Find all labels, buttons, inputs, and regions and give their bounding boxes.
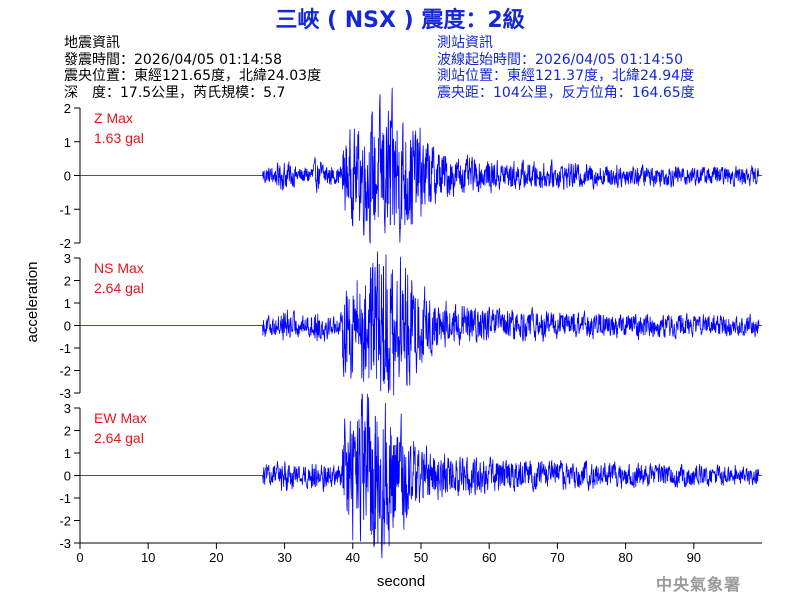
- max-label-ew: EW Max: [94, 410, 147, 426]
- waveform-ew: [80, 393, 762, 559]
- y-tick-label: 2: [64, 424, 71, 439]
- x-axis-label: second: [377, 573, 425, 590]
- origin-time: 發震時間：2026/04/05 01:14:58: [64, 51, 283, 68]
- x-tick-label: 70: [550, 550, 564, 565]
- y-tick-label: 0: [64, 319, 71, 334]
- waveform-ns: [80, 251, 762, 396]
- chart-title: 三峽 ( NSX ) 震度：2級: [275, 8, 525, 33]
- waveform-z: [80, 87, 762, 244]
- y-tick-label: 1: [64, 135, 71, 150]
- x-tick-label: 90: [687, 550, 701, 565]
- quake-info: 地震資訊 發震時間：2026/04/05 01:14:58 震央位置：東經121…: [64, 35, 321, 101]
- y-tick-label: -2: [59, 514, 71, 529]
- x-tick-label: 40: [346, 550, 360, 565]
- y-tick-label: 2: [64, 274, 71, 289]
- y-tick-label: 3: [64, 251, 71, 266]
- y-axis-label: acceleration: [24, 262, 41, 343]
- max-label-z: Z Max: [94, 110, 133, 126]
- x-tick-label: 60: [482, 550, 496, 565]
- y-tick-label: 1: [64, 296, 71, 311]
- y-tick-label: -3: [59, 386, 71, 401]
- distance-azimuth: 震央距：104公里，反方位角：164.65度: [437, 84, 695, 101]
- quake-info-heading: 地震資訊: [64, 35, 120, 51]
- y-tick-label: 0: [64, 469, 71, 484]
- x-tick-label: 30: [277, 550, 291, 565]
- y-tick-label: -1: [59, 202, 71, 217]
- y-tick-label: 3: [64, 401, 71, 416]
- y-tick-label: -2: [59, 236, 71, 251]
- y-tick-label: -2: [59, 364, 71, 379]
- waveform-start-time: 波線起始時間：2026/04/05 01:14:50: [437, 51, 684, 68]
- station-location: 測站位置：東經121.37度，北緯24.94度: [437, 68, 695, 84]
- max-value-ew: 2.64 gal: [94, 430, 144, 446]
- y-tick-label: -1: [59, 491, 71, 506]
- x-tick-label: 80: [618, 550, 632, 565]
- y-tick-label: 2: [64, 101, 71, 116]
- station-info-heading: 測站資訊: [437, 35, 493, 51]
- x-tick-label: 50: [414, 550, 428, 565]
- max-value-z: 1.63 gal: [94, 130, 144, 146]
- y-tick-label: -3: [59, 536, 71, 551]
- x-tick-label: 10: [141, 550, 155, 565]
- cwa-watermark: 中央氣象署: [656, 575, 742, 594]
- x-tick-label: 0: [76, 550, 83, 565]
- station-info: 測站資訊 波線起始時間：2026/04/05 01:14:50 測站位置：東經1…: [437, 35, 695, 101]
- y-tick-label: 0: [64, 169, 71, 184]
- max-value-ns: 2.64 gal: [94, 280, 144, 296]
- y-tick-label: 1: [64, 446, 71, 461]
- y-tick-label: -1: [59, 341, 71, 356]
- x-tick-label: 20: [209, 550, 223, 565]
- depth-magnitude: 深 度：17.5公里，芮氏規模：5.7: [64, 84, 286, 101]
- epicenter: 震央位置：東經121.65度，北緯24.03度: [64, 68, 322, 84]
- max-label-ns: NS Max: [94, 260, 144, 276]
